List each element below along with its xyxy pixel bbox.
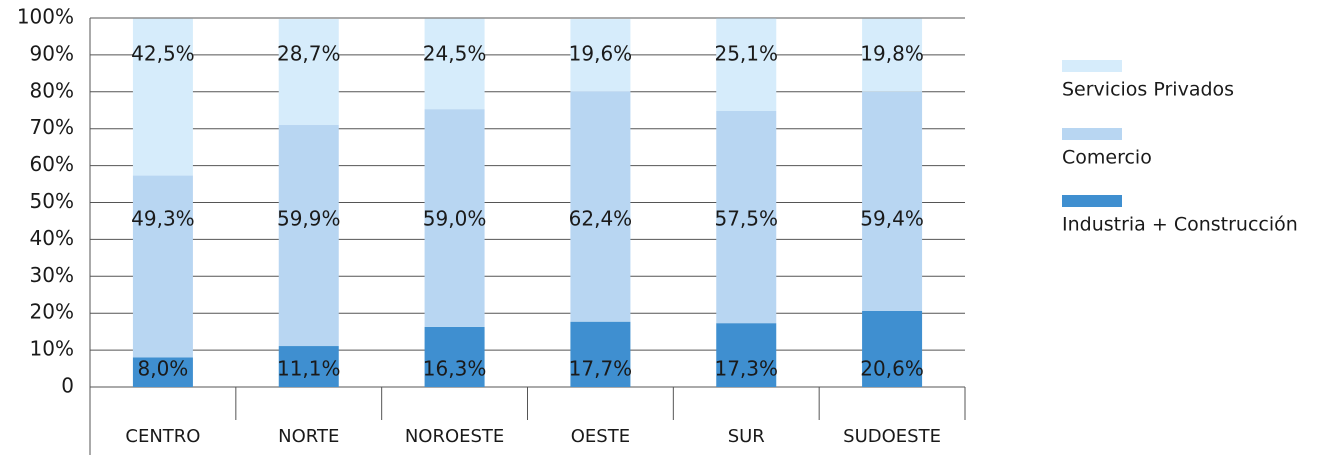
- x-tick-label: SUDOESTE: [843, 426, 941, 447]
- bar-segment: [570, 321, 631, 387]
- data-label: 17,3%: [714, 357, 778, 381]
- x-tick-label: CENTRO: [125, 426, 200, 447]
- y-tick-label: 20%: [30, 300, 74, 324]
- x-tick-label: NORTE: [278, 426, 339, 447]
- y-tick-label: 0: [61, 374, 74, 398]
- data-label: 62,4%: [569, 207, 633, 231]
- y-tick-label: 40%: [30, 226, 74, 250]
- bar-segment: [424, 326, 485, 387]
- data-label: 20,6%: [860, 357, 924, 381]
- bar-segment: [424, 109, 485, 327]
- legend-swatch: [1062, 195, 1122, 207]
- data-label: 59,9%: [277, 207, 341, 231]
- x-tick-label: OESTE: [571, 426, 630, 447]
- bar-segment: [278, 19, 339, 126]
- y-tick-label: 60%: [30, 152, 74, 176]
- y-tick-label: 80%: [30, 78, 74, 102]
- data-label: 16,3%: [423, 357, 487, 381]
- data-label: 11,1%: [277, 357, 341, 381]
- legend-label: Comercio: [1062, 147, 1152, 169]
- bar-segment: [862, 18, 923, 92]
- x-tick-label: SUR: [728, 426, 765, 447]
- bar-segment: [132, 18, 193, 176]
- bar-segment: [570, 19, 631, 92]
- bar-segment: [716, 323, 777, 387]
- data-label: 59,0%: [423, 207, 487, 231]
- y-tick-label: 100%: [17, 5, 74, 29]
- y-tick-label: 10%: [30, 337, 74, 361]
- bar-segment: [716, 110, 777, 324]
- legend-swatch: [1062, 128, 1122, 140]
- x-tick-label: NOROESTE: [405, 426, 504, 447]
- bar-segment: [570, 91, 631, 322]
- y-tick-label: 70%: [30, 115, 74, 139]
- data-label: 28,7%: [277, 42, 341, 66]
- data-label: 19,8%: [860, 42, 924, 66]
- data-label: 24,5%: [423, 42, 487, 66]
- legend-swatch: [1062, 60, 1122, 72]
- bar-segment: [278, 346, 339, 387]
- y-tick-label: 50%: [30, 189, 74, 213]
- bar-segment: [424, 18, 485, 110]
- bar-segment: [716, 18, 777, 111]
- data-label: 42,5%: [131, 42, 195, 66]
- bar-segment: [278, 125, 339, 347]
- bar-segment: [132, 357, 193, 387]
- data-label: 59,4%: [860, 207, 924, 231]
- bar-segment: [862, 91, 923, 311]
- data-label: 57,5%: [714, 207, 778, 231]
- y-tick-label: 90%: [30, 41, 74, 65]
- bar-segment: [862, 310, 923, 387]
- data-label: 49,3%: [131, 207, 195, 231]
- data-label: 8,0%: [138, 357, 189, 381]
- data-label: 25,1%: [714, 42, 778, 66]
- legend-label: Industria + Construcción: [1062, 214, 1298, 236]
- data-label: 17,7%: [569, 357, 633, 381]
- y-tick-label: 30%: [30, 263, 74, 287]
- legend-label: Servicios Privados: [1062, 79, 1234, 101]
- bar-segment: [132, 175, 193, 358]
- data-label: 19,6%: [569, 42, 633, 66]
